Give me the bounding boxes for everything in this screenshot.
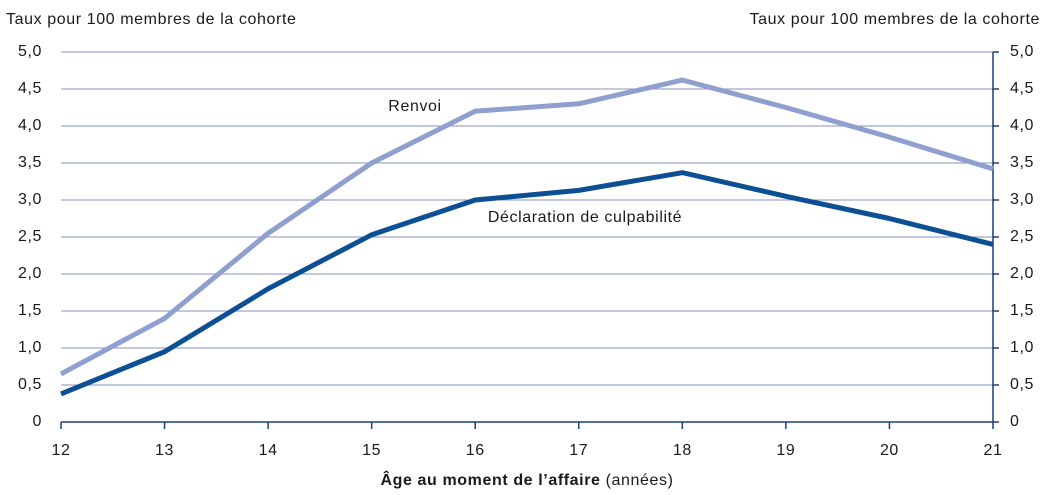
y-tick-label: 3,5 (18, 154, 42, 171)
y2-tick-label: 5,0 (1010, 43, 1034, 60)
x-tick-label: 19 (776, 442, 795, 459)
y2-tick-label: 2,5 (1010, 228, 1034, 245)
y-tick-label: 2,5 (18, 228, 42, 245)
x-axis-label-unit: (années) (606, 472, 674, 489)
line-series (59, 77, 994, 377)
x-axis-label-main: Âge au moment de l’affaire (380, 470, 600, 489)
y-tick-label: 3,0 (18, 191, 42, 208)
y-tick-label: 5,0 (18, 43, 42, 60)
y2-tick-label: 3,0 (1010, 191, 1034, 208)
x-tick-label: 12 (52, 442, 71, 459)
y2-tick-label: 1,5 (1010, 302, 1034, 319)
series-label: Renvoi (388, 98, 441, 115)
x-tick-label: 16 (466, 442, 485, 459)
y-tick-label: 4,5 (18, 80, 42, 97)
y2-axis-label: Taux pour 100 membres de la cohorte (750, 11, 1040, 28)
x-axis-label: Âge au moment de l’affaire (années) (380, 470, 673, 489)
y2-tick-label: 0,5 (1010, 376, 1034, 393)
x-tick-label: 18 (673, 442, 692, 459)
line-series (60, 170, 994, 397)
y2-tick-label: 3,5 (1010, 154, 1034, 171)
y-tick-label: 4,0 (18, 117, 42, 134)
y2-tick-label: 0 (1010, 413, 1020, 430)
x-tick-label: 15 (362, 442, 381, 459)
y-tick-label: 0 (33, 413, 43, 430)
y-axis-label: Taux pour 100 membres de la cohorte (6, 11, 296, 28)
y2-tick-label: 1,0 (1010, 339, 1034, 356)
y-tick-label: 0,5 (18, 376, 42, 393)
y-tick-label: 1,0 (18, 339, 42, 356)
y2-tick-label: 4,5 (1010, 80, 1034, 97)
y-tick-label: 2,0 (18, 265, 42, 282)
x-tick-label: 17 (569, 442, 588, 459)
x-tick-label: 21 (984, 442, 1003, 459)
y2-tick-label: 4,0 (1010, 117, 1034, 134)
x-tick-label: 14 (259, 442, 278, 459)
y-tick-label: 1,5 (18, 302, 42, 319)
series-label: Déclaration de culpabilité (488, 209, 682, 226)
y2-tick-label: 2,0 (1010, 265, 1034, 282)
x-tick-label: 20 (880, 442, 899, 459)
x-tick-label: 13 (155, 442, 174, 459)
